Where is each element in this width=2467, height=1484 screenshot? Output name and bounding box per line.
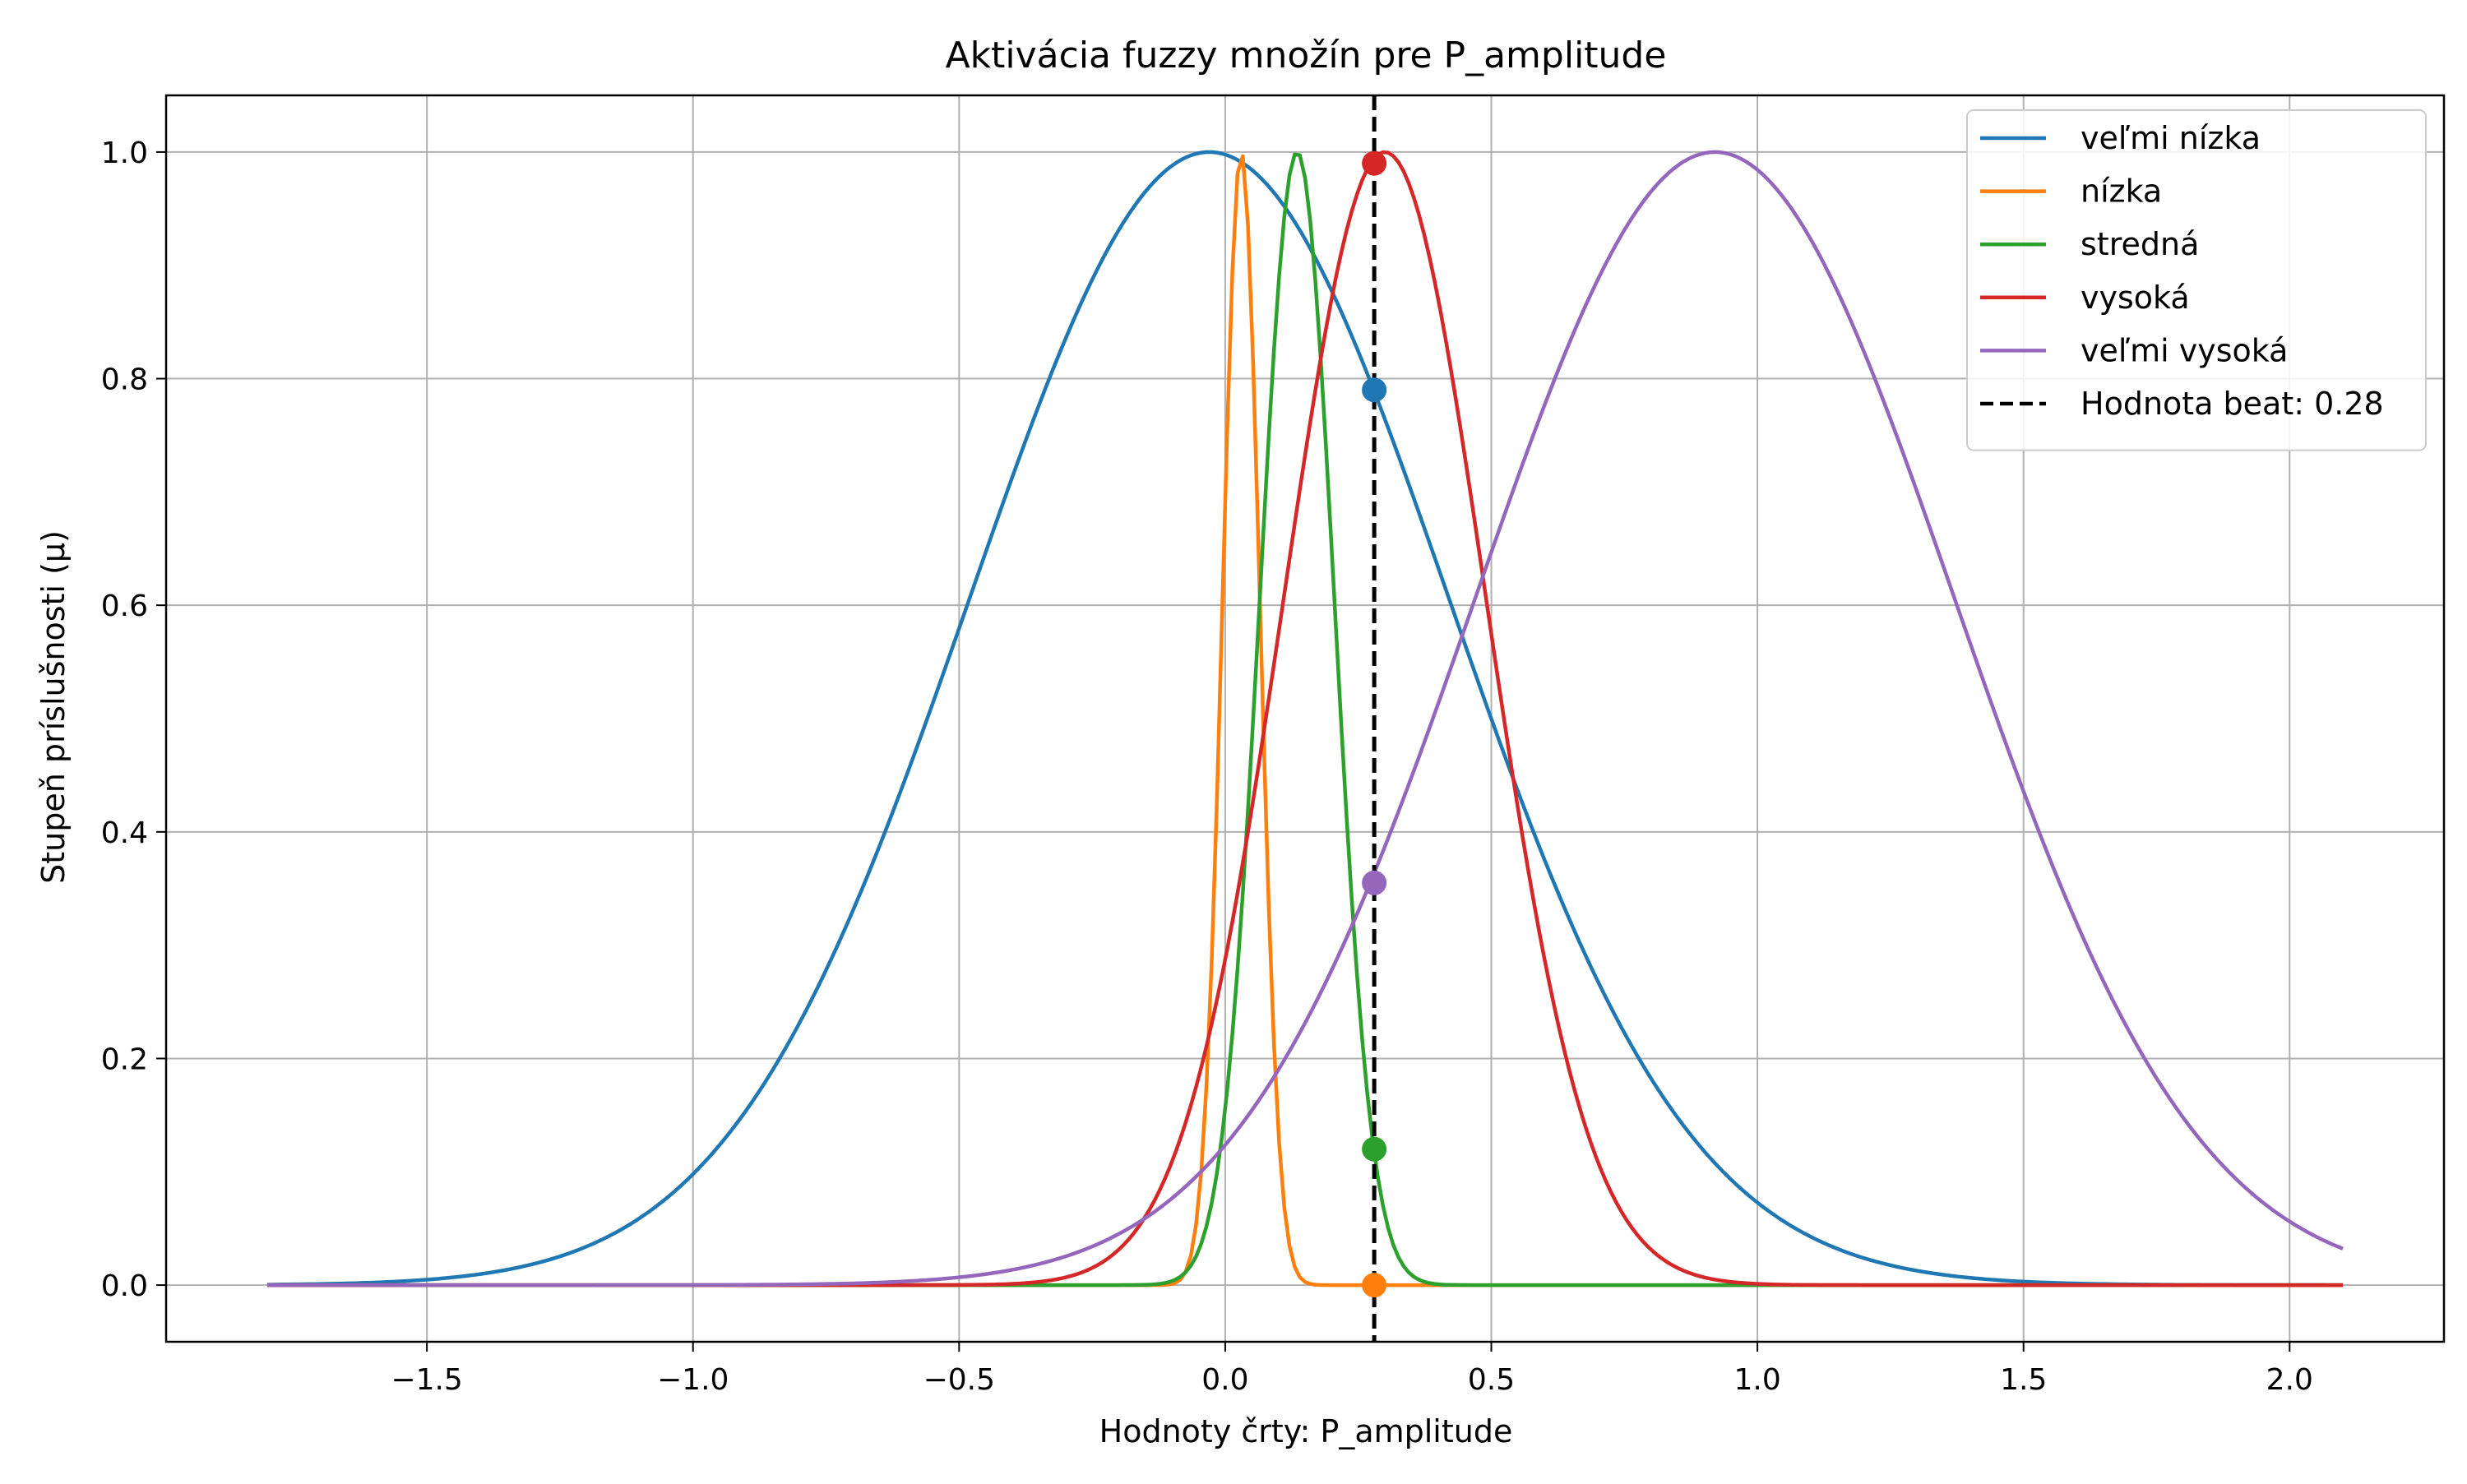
x-tick-label: 1.0: [1733, 1363, 1780, 1397]
x-tick-label: 1.5: [2000, 1363, 2047, 1397]
series-lines: [266, 150, 2344, 1288]
y-tick-label: 0.8: [101, 363, 148, 397]
x-tick-label: −1.5: [391, 1363, 462, 1397]
activation-marker: [1362, 870, 1387, 895]
axis-ticks: −1.5 −1.0 −0.5 0.0 0.5 1.0 1.5 2.0 0.0 0.2 0.4 0.6 0…: [101, 136, 2313, 1397]
x-axis-label: Hodnoty črty: P_amplitude: [1099, 1413, 1513, 1449]
activation-marker: [1362, 1273, 1387, 1298]
activation-marker: [1362, 377, 1387, 403]
y-tick-label: 1.0: [101, 136, 148, 170]
y-axis-label: Stupeň príslušnosti (μ): [35, 530, 72, 884]
legend-label: veľmi nízka: [2081, 120, 2261, 156]
legend-box: [1966, 109, 2427, 451]
legend-label: nízka: [2081, 173, 2162, 210]
activation-marker: [1362, 150, 1387, 176]
series-line: [266, 150, 2344, 1288]
activation-marker: [1362, 1136, 1387, 1162]
x-tick-label: −0.5: [923, 1363, 995, 1397]
activation-markers: [1362, 150, 1387, 1298]
legend-label: vysoká: [2081, 280, 2190, 316]
chart-title: Aktivácia fuzzy množín pre P_amplitude: [946, 35, 1667, 76]
x-tick-label: −1.0: [657, 1363, 729, 1397]
y-tick-label: 0.2: [101, 1042, 148, 1076]
y-tick-label: 0.0: [101, 1269, 148, 1303]
x-tick-label: 0.0: [1201, 1363, 1248, 1397]
x-tick-label: 2.0: [2266, 1363, 2313, 1397]
x-tick-label: 0.5: [1468, 1363, 1515, 1397]
legend-label: Hodnota beat: 0.28: [2081, 386, 2384, 422]
y-tick-label: 0.4: [101, 816, 148, 850]
legend-label: veľmi vysoká: [2081, 332, 2288, 368]
y-tick-label: 0.6: [101, 589, 148, 623]
axes-frame: [164, 94, 2446, 1343]
legend-label: stredná: [2081, 226, 2199, 262]
legend: veľmi nízka nízka stredná vysoká veľmi vysok…: [1966, 109, 2427, 451]
series-line: [266, 150, 2344, 1288]
